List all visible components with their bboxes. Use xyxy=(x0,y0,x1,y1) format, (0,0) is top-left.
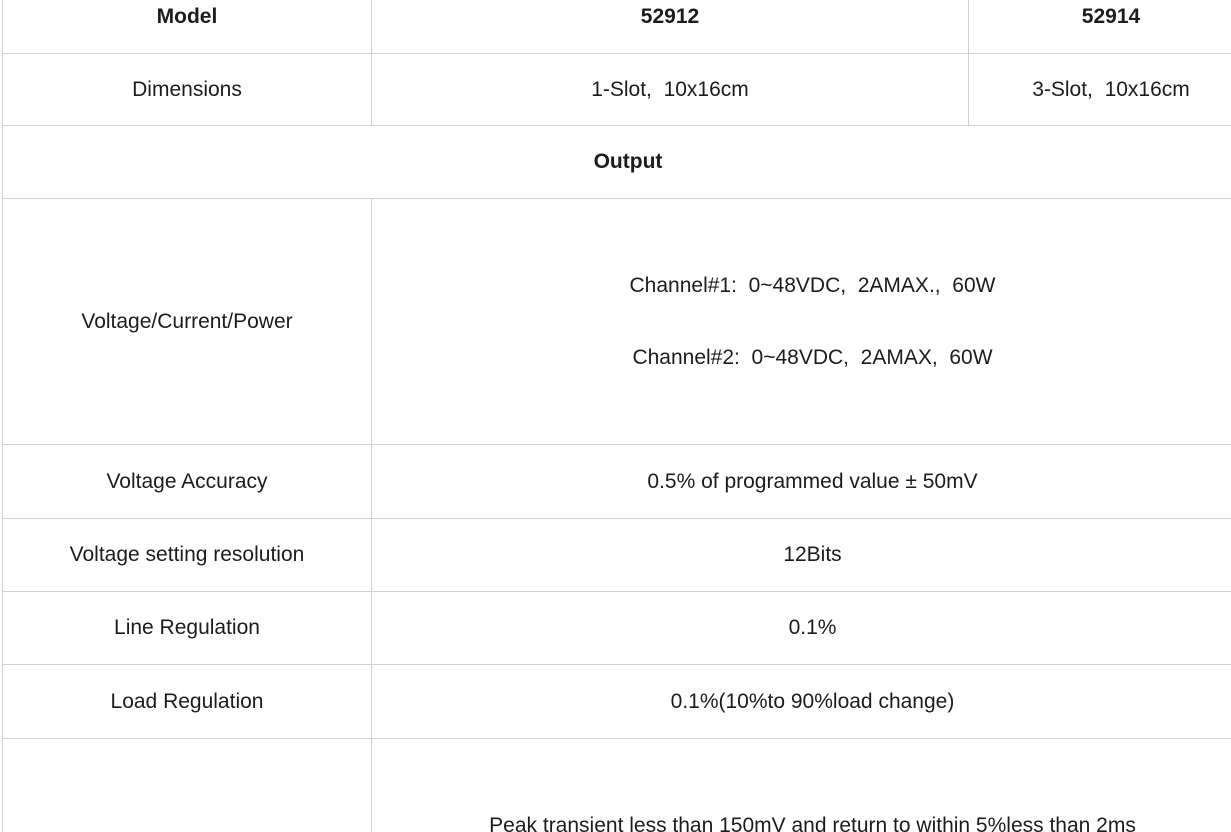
voltage-resolution-label-cell: Voltage setting resolution xyxy=(2,517,372,592)
vcp-value-lines: Channel#1: 0~48VDC, 2AMAX., 60W Channel#… xyxy=(373,249,1231,393)
dimensions-label-cell: Dimensions xyxy=(2,53,372,126)
channel2-spec-line: Channel#2: 0~48VDC, 2AMAX, 60W xyxy=(632,345,993,369)
transient-response-value-cell: Peak transient less than 150mV and retur… xyxy=(371,737,1231,832)
voltage-resolution-value-cell: 12Bits xyxy=(371,517,1231,592)
table-row-voltage-accuracy: Voltage Accuracy 0.5% of programmed valu… xyxy=(2,443,1231,519)
load-regulation-value-cell: 0.1%(10%to 90%load change) xyxy=(371,663,1231,739)
vcp-value-cell: Channel#1: 0~48VDC, 2AMAX., 60W Channel#… xyxy=(371,198,1231,445)
table-row-line-regulation: Line Regulation 0.1% xyxy=(2,590,1231,665)
model-header-cell: Model xyxy=(2,0,372,54)
transient-value-lines: Peak transient less than 150mV and retur… xyxy=(373,789,1231,832)
table-row-dimensions: Dimensions 1-Slot, 10x16cm 3-Slot, 10x16… xyxy=(2,53,1231,126)
voltage-accuracy-label-cell: Voltage Accuracy xyxy=(2,443,372,519)
vcp-label-cell: Voltage/Current/Power xyxy=(2,198,372,445)
line-regulation-label-cell: Line Regulation xyxy=(2,590,372,665)
channel1-spec-line: Channel#1: 0~48VDC, 2AMAX., 60W xyxy=(629,273,996,297)
transient-response-label-line: Transient Response xyxy=(4,825,371,832)
table-row-model: Model 52912 52914 xyxy=(2,0,1231,54)
table-row-load-regulation: Load Regulation 0.1%(10%to 90%load chang… xyxy=(2,663,1231,739)
table-row-transient-response: Transient Response (20MHz) Peak transien… xyxy=(2,737,1231,832)
transient-spec-line-1: Peak transient less than 150mV and retur… xyxy=(489,813,1136,832)
transient-label-lines: Transient Response (20MHz) xyxy=(4,825,371,832)
table-row-output-section: Output xyxy=(2,125,1231,199)
table-row-voltage-current-power: Voltage/Current/Power Channel#1: 0~48VDC… xyxy=(2,198,1231,445)
dimensions-52912-cell: 1-Slot, 10x16cm xyxy=(371,53,969,126)
load-regulation-label-cell: Load Regulation xyxy=(2,663,372,739)
model-52912-cell: 52912 xyxy=(371,0,969,54)
line-regulation-value-cell: 0.1% xyxy=(371,590,1231,665)
dimensions-52914-cell: 3-Slot, 10x16cm xyxy=(968,53,1231,126)
transient-response-label-cell: Transient Response (20MHz) xyxy=(2,737,372,832)
output-section-title-cell: Output xyxy=(2,125,1231,199)
voltage-accuracy-value-cell: 0.5% of programmed value ± 50mV xyxy=(371,443,1231,519)
model-52914-cell: 52914 xyxy=(968,0,1231,54)
table-row-voltage-resolution: Voltage setting resolution 12Bits xyxy=(2,517,1231,592)
